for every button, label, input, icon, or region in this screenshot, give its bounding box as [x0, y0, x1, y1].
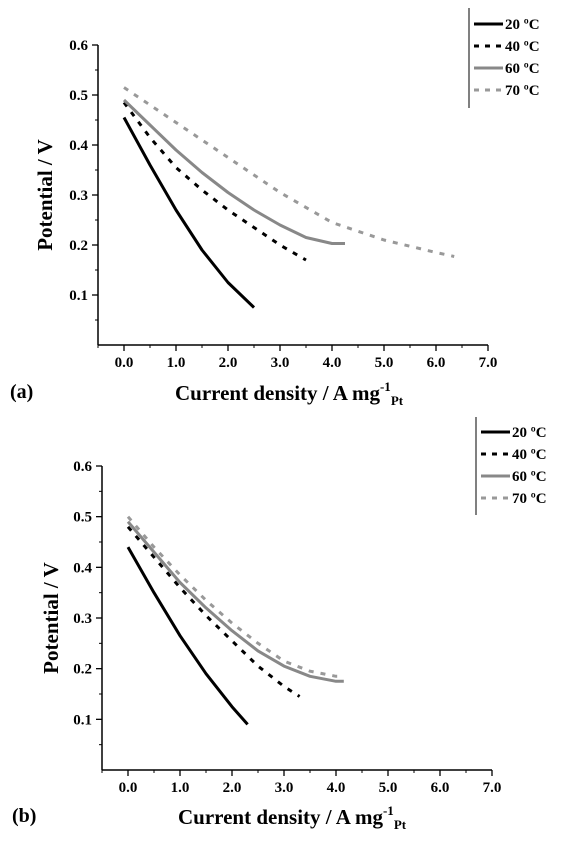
y-tick-label: 0.1	[69, 288, 88, 304]
x-tick-label: 1.0	[171, 780, 190, 796]
series-line-60c	[122, 98, 345, 245]
panel-label: (a)	[10, 381, 33, 403]
x-tick-label: 6.0	[431, 780, 450, 796]
series-line-20c	[122, 116, 256, 309]
panel-label: (b)	[12, 805, 36, 827]
legend: 20 ºC 40 ºC 60 ºC 70 ºC	[475, 417, 547, 515]
y-tick-label: 0.6	[73, 459, 92, 475]
y-tick-label: 0.2	[69, 238, 88, 254]
legend-label: 60 ºC	[505, 61, 540, 77]
y-tick-label: 0.5	[69, 88, 88, 104]
legend-label: 70 ºC	[512, 491, 547, 507]
legend-label: 20 ºC	[505, 17, 540, 33]
y-tick-label: 0.3	[69, 188, 88, 204]
x-tick-label: 2.0	[219, 355, 238, 371]
x-tick-label: 4.0	[323, 355, 342, 371]
legend: 20 ºC 40 ºC 60 ºC 70 ºC	[468, 8, 540, 108]
y-tick-label: 0.6	[69, 38, 88, 54]
x-tick-label: 1.0	[167, 355, 186, 371]
series-line-20c	[126, 546, 249, 726]
x-tick-label: 4.0	[327, 780, 346, 796]
x-axis-title: Current density / A mg-1Pt	[178, 803, 407, 832]
x-axis-title: Current density / A mg-1Pt	[175, 379, 404, 408]
y-tick-label: 0.2	[73, 662, 92, 678]
legend-label: 40 ºC	[512, 447, 547, 463]
x-tick-label: 7.0	[479, 355, 498, 371]
series-line-70c	[126, 515, 344, 678]
legend-label: 40 ºC	[505, 39, 540, 55]
y-tick-label: 0.5	[73, 510, 92, 526]
x-tick-label: 5.0	[379, 780, 398, 796]
legend-label: 20 ºC	[512, 425, 547, 441]
series-line-70c	[123, 86, 455, 258]
legend-label: 70 ºC	[505, 83, 540, 99]
y-tick-label: 0.3	[73, 611, 92, 627]
legend-label: 60 ºC	[512, 469, 547, 485]
x-tick-label: 0.0	[119, 780, 138, 796]
y-axis-title: Potential / V	[33, 139, 57, 251]
series-line-40c	[126, 525, 301, 698]
x-tick-label: 6.0	[427, 355, 446, 371]
series-line-40c	[122, 101, 307, 262]
chart-panel-b: 0.0 1.0 2.0 3.0 4.0 5.0 6.0 7.0 0.1 0.2 0.3 0.4 0.5 0…	[12, 417, 547, 832]
x-tick-label: 3.0	[275, 780, 294, 796]
y-axis-title: Potential / V	[39, 562, 63, 674]
series-line-60c	[126, 520, 344, 683]
x-tick-label: 2.0	[223, 780, 242, 796]
y-tick-label: 0.4	[69, 138, 88, 154]
x-tick-label: 0.0	[115, 355, 134, 371]
x-tick-label: 7.0	[483, 780, 502, 796]
y-tick-label: 0.1	[73, 712, 92, 728]
x-tick-label: 5.0	[375, 355, 394, 371]
y-tick-label: 0.4	[73, 560, 92, 576]
chart-panel-a: 0.0 1.0 2.0 3.0 4.0 5.0 6.0 7.0 0.1 0.2 0.3 0.4 0.5 0…	[10, 8, 540, 408]
x-tick-label: 3.0	[271, 355, 290, 371]
